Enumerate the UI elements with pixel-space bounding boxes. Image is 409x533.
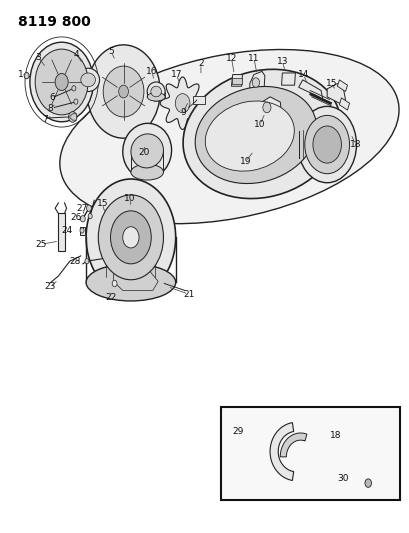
Circle shape [86,205,91,212]
Circle shape [80,228,84,233]
Text: 8: 8 [47,104,53,113]
Text: 9: 9 [180,108,185,117]
Polygon shape [298,80,322,101]
Ellipse shape [147,93,165,101]
Circle shape [118,85,128,98]
Text: 28: 28 [70,257,81,265]
Polygon shape [58,214,64,251]
Circle shape [55,74,68,91]
Text: 21: 21 [182,289,194,298]
Circle shape [80,216,85,222]
Circle shape [68,112,76,122]
Text: 27: 27 [76,204,88,213]
Circle shape [364,479,371,487]
Circle shape [122,227,139,248]
Polygon shape [270,423,293,480]
Polygon shape [231,78,241,84]
Circle shape [88,214,92,219]
Circle shape [262,102,270,113]
Text: 26: 26 [70,213,81,222]
Polygon shape [192,96,204,104]
Text: 15: 15 [325,79,336,88]
Polygon shape [106,266,166,294]
Ellipse shape [76,68,99,92]
Circle shape [252,78,259,87]
Text: 20: 20 [138,148,149,157]
Text: 14: 14 [297,70,308,79]
Ellipse shape [122,123,171,179]
Ellipse shape [304,115,349,174]
Polygon shape [326,84,345,103]
Ellipse shape [86,264,175,301]
Text: 17: 17 [170,70,182,79]
Ellipse shape [103,66,144,117]
Polygon shape [249,71,264,90]
Ellipse shape [195,86,316,183]
Text: 15: 15 [97,199,108,208]
Text: 7: 7 [43,115,48,124]
Ellipse shape [60,50,398,224]
Text: 12: 12 [225,54,236,62]
Text: 13: 13 [276,57,288,66]
Ellipse shape [35,49,88,115]
Text: 19: 19 [239,157,251,166]
Ellipse shape [130,134,163,168]
Text: 29: 29 [231,427,243,437]
Ellipse shape [297,107,355,183]
Text: 18: 18 [349,140,361,149]
Ellipse shape [205,101,294,171]
Text: 2: 2 [198,60,203,68]
Polygon shape [113,269,158,290]
Ellipse shape [86,179,175,296]
Ellipse shape [151,86,161,97]
Text: 18: 18 [329,431,340,440]
Polygon shape [70,114,76,120]
Polygon shape [79,227,85,235]
Ellipse shape [312,126,341,163]
Polygon shape [160,77,204,130]
Text: 4: 4 [74,50,79,59]
Text: 6: 6 [49,93,55,102]
Ellipse shape [30,42,93,122]
Circle shape [24,72,29,79]
Ellipse shape [130,164,163,180]
Text: 3: 3 [35,53,41,62]
Text: 11: 11 [247,54,259,62]
Text: 22: 22 [105,293,116,302]
Ellipse shape [183,69,340,199]
Polygon shape [259,97,281,120]
Polygon shape [337,80,347,92]
Ellipse shape [81,73,95,87]
Text: 10: 10 [124,194,135,203]
Text: 23: 23 [45,282,56,291]
Polygon shape [280,433,306,457]
Circle shape [72,86,76,91]
Text: 25: 25 [36,240,47,249]
Text: 24: 24 [61,226,72,235]
Polygon shape [231,75,242,86]
Circle shape [85,259,89,264]
Text: 5: 5 [108,47,114,56]
Circle shape [175,94,189,113]
Text: 10: 10 [254,120,265,129]
Text: 8119 800: 8119 800 [18,14,90,29]
Circle shape [112,280,117,287]
Bar [221,407,400,500]
Text: 16: 16 [146,67,157,76]
Polygon shape [281,73,294,85]
Polygon shape [339,98,349,110]
Ellipse shape [110,211,151,264]
Text: 1: 1 [18,70,24,79]
Ellipse shape [147,82,165,101]
Text: 30: 30 [336,474,348,483]
Ellipse shape [98,195,163,280]
Ellipse shape [87,45,160,138]
Circle shape [74,99,78,104]
